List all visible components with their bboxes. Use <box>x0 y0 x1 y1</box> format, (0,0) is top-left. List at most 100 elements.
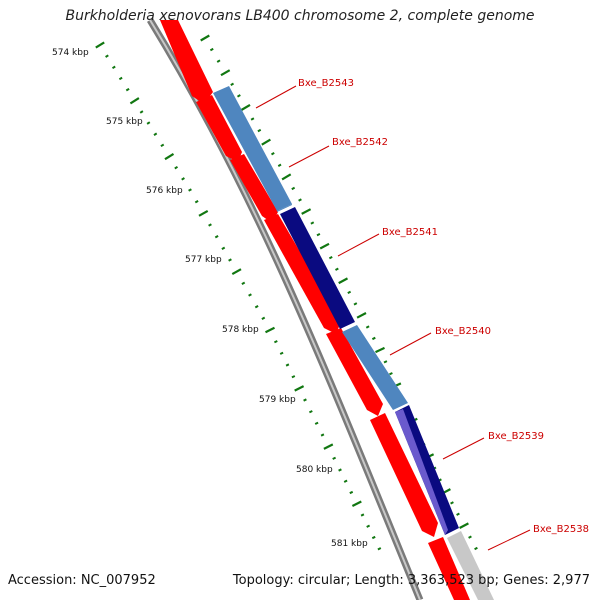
gc-tick <box>298 198 302 202</box>
gene-label-leaders <box>255 85 531 551</box>
gc-tick <box>383 360 388 364</box>
gc-tick <box>338 277 349 285</box>
gc-tick <box>265 326 275 334</box>
gc-tick <box>248 293 252 297</box>
gc-tick <box>459 522 469 529</box>
gc-tick <box>95 41 105 49</box>
kbp-label: 577 kbp <box>185 255 222 265</box>
gene-bar-bxe-b2543 <box>213 86 292 211</box>
gc-tick <box>320 433 325 437</box>
chromosome-backbone <box>147 18 424 600</box>
gc-tick <box>164 152 175 161</box>
gc-track-inner <box>95 41 382 551</box>
gc-tick <box>273 340 278 344</box>
gc-tick <box>188 188 192 192</box>
leader-line <box>487 529 531 551</box>
kbp-label: 576 kbp <box>146 186 183 196</box>
gc-tick <box>371 535 376 540</box>
gc-tick <box>181 177 185 181</box>
gc-tick <box>277 163 282 167</box>
gc-tick <box>209 47 214 52</box>
gc-tick <box>111 65 116 70</box>
gene-bar-bxe-b2541 <box>280 207 355 329</box>
gc-tick <box>316 233 321 237</box>
gc-tick <box>291 186 296 191</box>
gc-tick <box>240 103 251 111</box>
gc-tick <box>198 209 209 217</box>
cds-track-red <box>160 20 470 600</box>
gc-tick <box>308 410 313 414</box>
gc-tick <box>241 281 246 285</box>
gc-tick <box>230 82 235 86</box>
gc-tick <box>360 513 365 517</box>
gc-tick <box>146 121 151 125</box>
gc-tick <box>303 398 307 402</box>
gc-tick <box>153 132 158 136</box>
gene-label-bxe-b2542: Bxe_B2542 <box>332 137 388 148</box>
gene-labels: Bxe_B2543 Bxe_B2542 Bxe_B2541 Bxe_B2540 … <box>298 78 589 535</box>
cds-feature <box>428 537 470 600</box>
gc-tick <box>250 117 255 121</box>
gc-tick <box>194 200 199 204</box>
gc-tick <box>301 208 312 215</box>
gene-bar-bxe-b2538 <box>447 531 494 600</box>
kbp-ruler: 574 kbp 575 kbp 576 kbp 577 kbp 578 kbp … <box>52 48 368 549</box>
chromosome-backbone-highlight <box>149 19 421 600</box>
gc-tick <box>450 501 454 505</box>
gc-tick <box>285 363 290 367</box>
gc-tick <box>208 223 212 227</box>
gene-bar-bxe-b2542 <box>277 204 292 212</box>
leader-line <box>442 437 485 460</box>
leader-line <box>389 332 432 356</box>
gc-tick <box>261 138 271 146</box>
gc-tick <box>221 246 226 250</box>
map-title: Burkholderia xenovorans LB400 chromosome… <box>65 8 535 24</box>
gc-tick <box>139 110 144 114</box>
cds-feature <box>264 214 341 334</box>
gc-tick <box>347 290 352 294</box>
gc-tick <box>270 152 275 156</box>
gene-label-bxe-b2539: Bxe_B2539 <box>488 431 544 442</box>
gene-bar-bxe-b2539 <box>395 409 448 535</box>
gc-tick <box>371 336 376 341</box>
gene-track <box>213 86 494 600</box>
gc-tick <box>160 143 165 148</box>
leader-line <box>255 85 297 109</box>
gc-tick <box>174 165 179 170</box>
gc-tick <box>468 535 472 539</box>
gc-tick <box>349 490 354 495</box>
gc-tick <box>389 372 393 376</box>
gc-tick <box>351 500 362 507</box>
kbp-label: 578 kbp <box>222 325 259 335</box>
gc-tick <box>366 524 371 528</box>
gc-tick <box>335 267 339 271</box>
gc-tick <box>257 128 262 133</box>
genome-summary-text: Topology: circular; Length: 3,363,523 bp… <box>232 573 590 588</box>
gc-tick <box>314 421 319 425</box>
gene-bar-bxe-b2540 <box>342 325 408 410</box>
cds-feature <box>326 328 383 416</box>
gc-tick <box>456 512 460 516</box>
leader-line <box>288 145 330 168</box>
gc-tick <box>353 302 358 306</box>
gc-tick <box>279 351 284 355</box>
gc-tick <box>261 316 266 320</box>
gc-tick <box>228 258 232 262</box>
gc-tick <box>129 97 140 105</box>
gc-tick <box>294 385 305 392</box>
gc-tick <box>220 69 231 77</box>
gc-tick <box>125 87 130 92</box>
gene-label-bxe-b2543: Bxe_B2543 <box>298 78 354 89</box>
cds-feature <box>230 154 278 223</box>
gc-tick <box>323 443 334 450</box>
gene-label-bxe-b2540: Bxe_B2540 <box>435 326 491 337</box>
gc-tick <box>118 76 123 81</box>
gc-tick <box>216 59 221 63</box>
cds-feature <box>196 95 242 162</box>
gc-tick <box>343 479 348 483</box>
gc-tick <box>200 34 210 42</box>
gc-tick <box>236 94 241 98</box>
gc-tick <box>231 268 242 276</box>
gc-tick <box>291 375 296 379</box>
gc-tick <box>328 256 333 260</box>
